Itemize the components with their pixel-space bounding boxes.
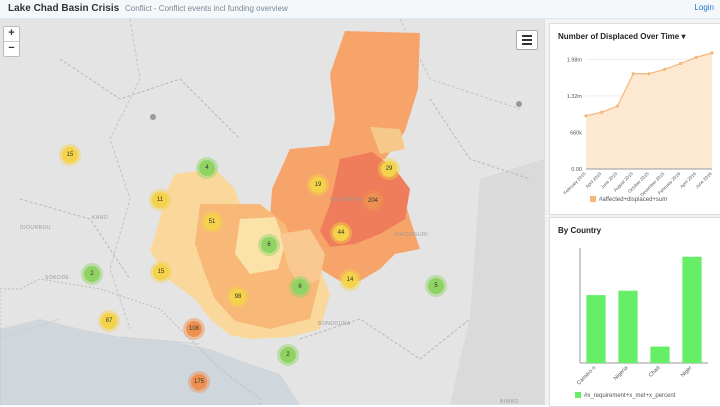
login-link[interactable]: Login (694, 3, 714, 12)
place-label: NDJAMENA (330, 197, 362, 203)
displaced-chart-title[interactable]: Number of Displaced Over Time ▾ (558, 32, 686, 41)
map-panel[interactable]: + − KANO DIOURBOU SOKODE NDJAMENA MAIDUG… (0, 19, 544, 405)
map-cluster[interactable]: 6 (292, 279, 308, 295)
data-point (615, 104, 620, 108)
place-label: MAIDUGURI (395, 232, 429, 238)
map-cluster[interactable]: 6 (261, 237, 277, 253)
app-title: Lake Chad Basin Crisis (8, 3, 120, 14)
zoom-in-button[interactable]: + (4, 27, 19, 42)
zoom-control: + − (3, 26, 20, 57)
x-tick-label: Niger (680, 365, 694, 379)
place-label: BONDOUNA (318, 321, 351, 327)
data-point (647, 72, 651, 76)
x-tick-label: Chad (648, 365, 662, 379)
map-base (0, 19, 544, 405)
x-tick-label: Nigeria (613, 365, 630, 382)
legend-label: #x_requirement+x_met+x_percent (584, 393, 676, 399)
by-country-bar-chart: Camero n Nigeria Chad Niger (576, 248, 708, 386)
data-point (600, 110, 604, 114)
map-cluster[interactable]: 15 (153, 264, 169, 280)
legend-swatch (590, 196, 596, 202)
map-cluster[interactable]: 15 (62, 147, 78, 163)
by-country-chart-legend: #x_requirement+x_met+x_percent (575, 392, 675, 399)
y-tick-label: 660k (570, 130, 582, 136)
x-tick-label: June 2016 (694, 171, 713, 190)
zoom-out-button[interactable]: − (8, 42, 15, 54)
displaced-chart-legend: #affected+displaced+sum (590, 196, 667, 203)
place-label: SOKODE (45, 275, 70, 281)
data-point (710, 51, 714, 55)
map-cluster[interactable]: 108 (186, 321, 202, 337)
map-cluster[interactable]: 4 (199, 160, 215, 176)
top-bar: Lake Chad Basin Crisis Conflict - Confli… (0, 0, 720, 19)
place-label: BIMBO (500, 399, 519, 405)
area-fill (586, 52, 712, 169)
map-cluster[interactable]: 204 (365, 193, 381, 209)
map-cluster[interactable]: 98 (230, 289, 246, 305)
data-point (663, 67, 667, 71)
layer-menu-button[interactable] (516, 30, 538, 50)
place-label: DIOURBOU (20, 225, 51, 231)
x-tick-label: February 2015 (562, 171, 587, 196)
app-subtitle: Conflict - Conflict events incl funding … (125, 4, 288, 13)
legend-swatch (575, 392, 581, 398)
map-cluster[interactable]: 5 (428, 278, 444, 294)
map-cluster[interactable]: 29 (381, 161, 397, 177)
map-cluster[interactable]: 2 (280, 347, 296, 363)
data-point (678, 61, 683, 66)
by-country-chart-title: By Country (558, 226, 602, 235)
map-cluster[interactable]: 175 (191, 374, 207, 390)
bar (682, 256, 702, 363)
place-label: KANO (92, 215, 109, 221)
x-tick-label: Camero n (576, 365, 597, 386)
sidebar: Number of Displaced Over Time ▾ 0.00 660k… (544, 19, 720, 407)
data-point (584, 114, 588, 118)
bar (618, 290, 638, 363)
y-tick-label: 1.98m (567, 57, 583, 63)
map-cluster[interactable]: 11 (152, 192, 168, 208)
map-cluster[interactable]: 19 (310, 177, 326, 193)
by-country-chart-card: By Country Camero n Nigeria Chad Niger #x_r… (549, 217, 720, 407)
displaced-chart-card: Number of Displaced Over Time ▾ 0.00 660k… (549, 23, 720, 215)
menu-icon (522, 35, 532, 37)
map-cluster[interactable]: 87 (101, 313, 117, 329)
map-cluster[interactable]: 14 (342, 272, 358, 288)
legend-label: #affected+displaced+sum (599, 197, 668, 203)
y-tick-label: 0.00 (571, 167, 582, 173)
menu-icon (522, 39, 532, 41)
bar (650, 346, 670, 363)
map-cluster[interactable]: 51 (204, 214, 220, 230)
data-point (631, 72, 635, 76)
map-cluster[interactable]: 44 (333, 225, 349, 241)
menu-icon (522, 43, 532, 45)
y-tick-label: 1.32m (567, 94, 583, 100)
bar (586, 295, 606, 363)
data-point (694, 55, 698, 59)
map-cluster[interactable]: 2 (84, 266, 100, 282)
